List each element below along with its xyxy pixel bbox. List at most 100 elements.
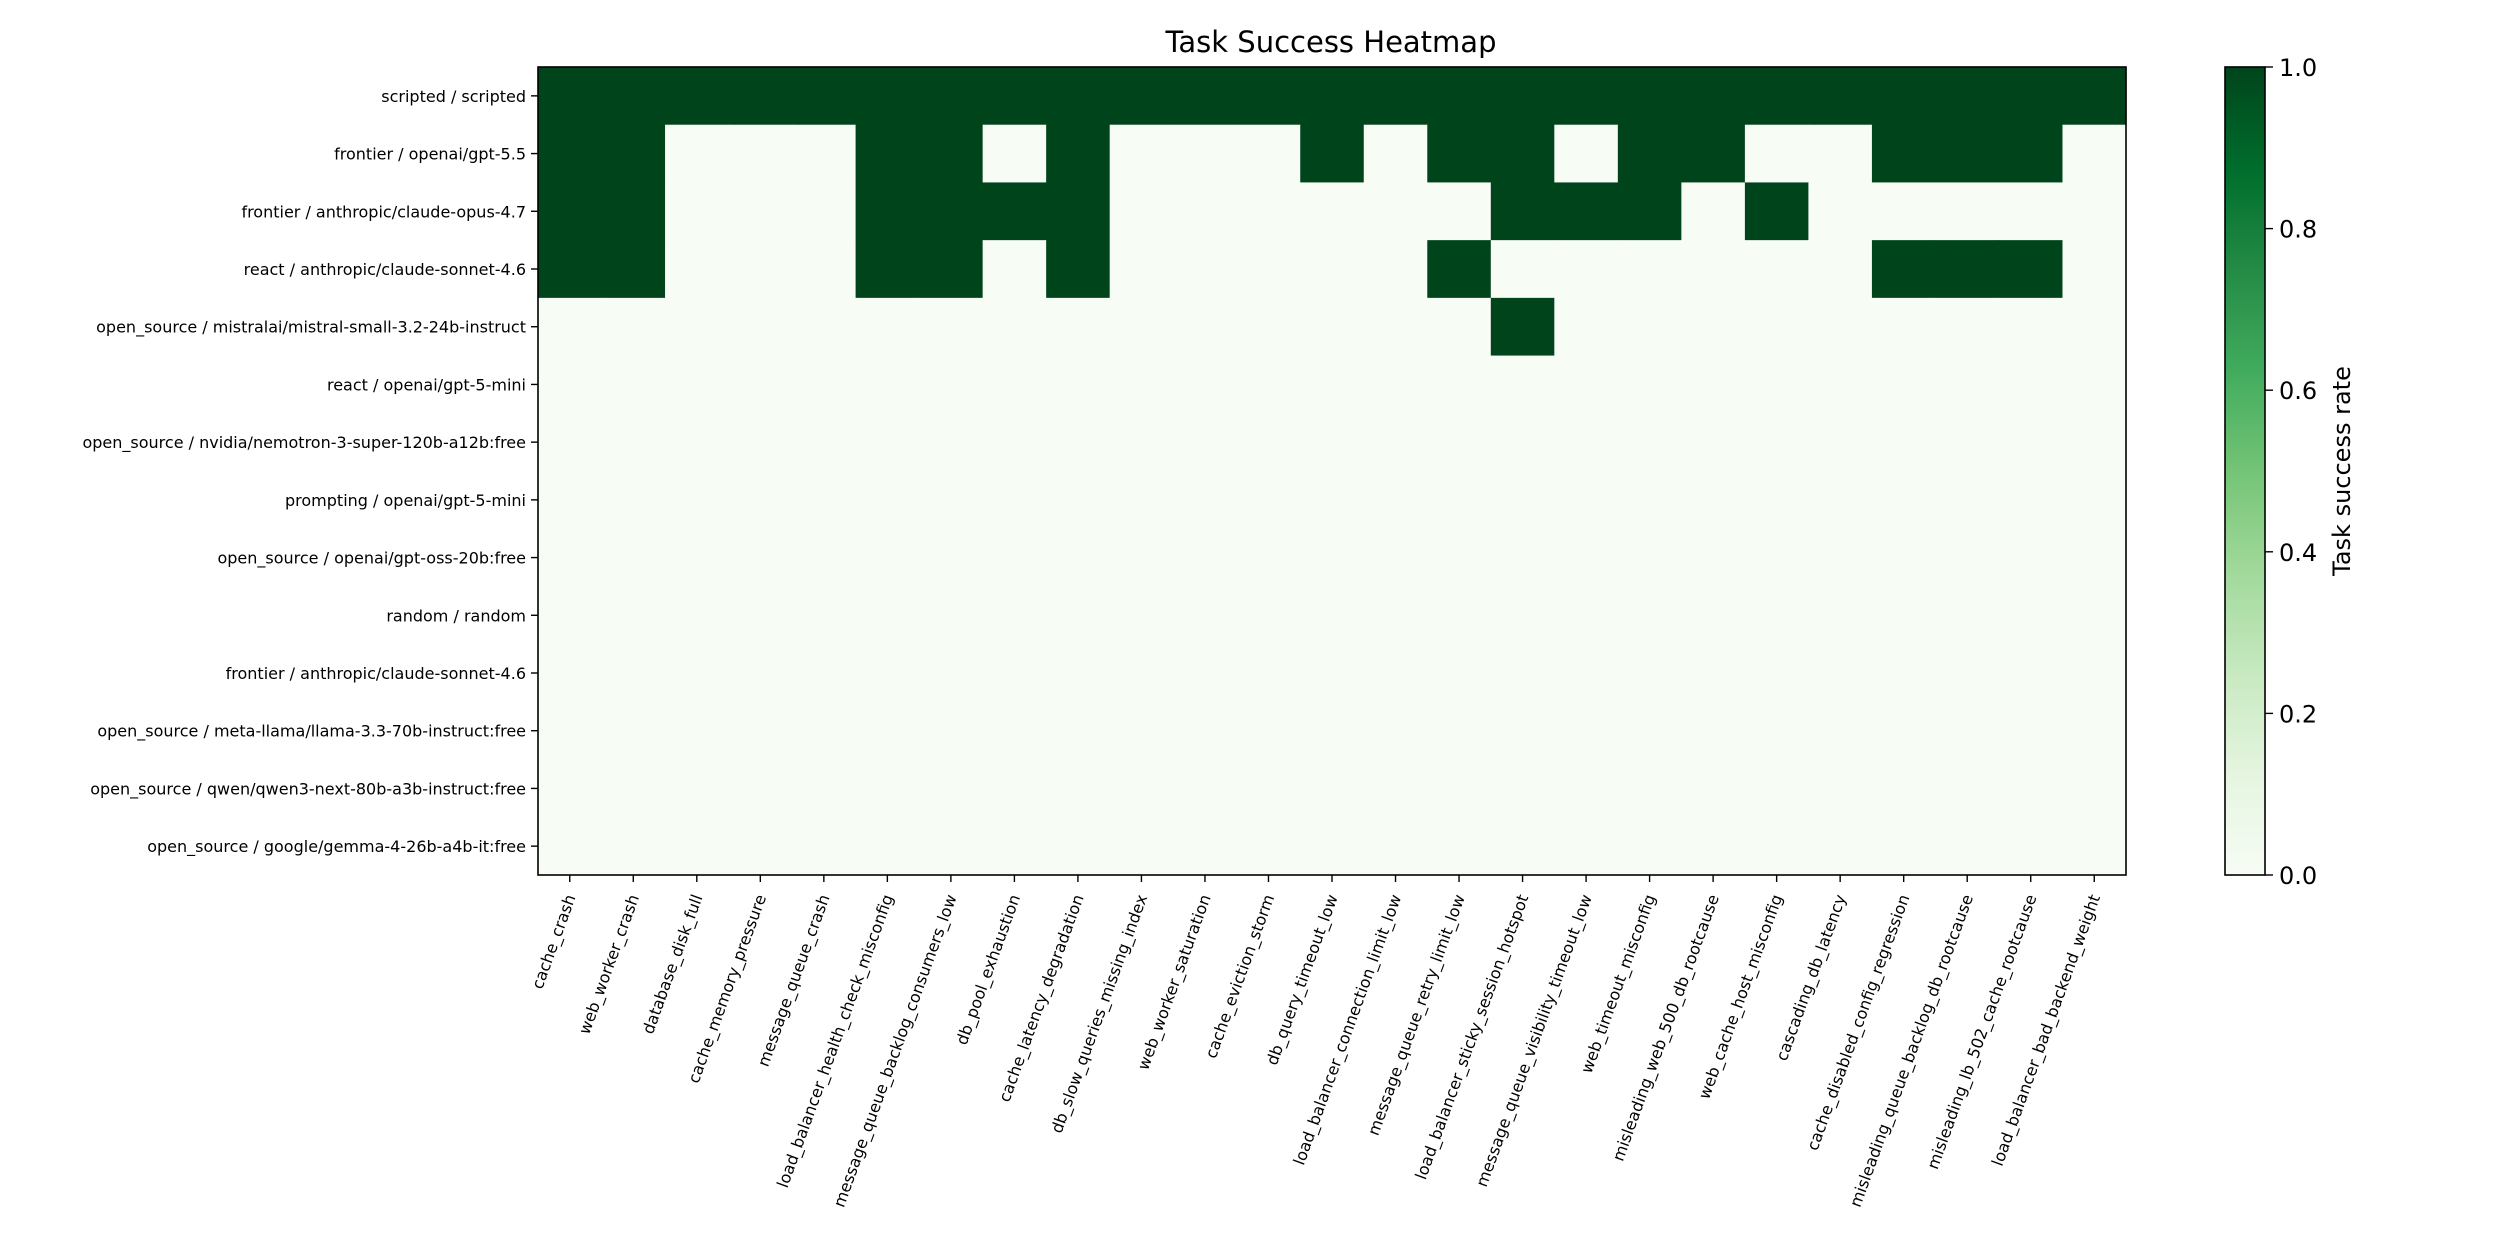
heatmap-cell [538, 124, 603, 184]
heatmap-cell [1998, 701, 2064, 761]
heatmap-cell [538, 586, 603, 645]
heatmap-cell [728, 644, 793, 703]
heatmap-cell [538, 528, 603, 588]
heatmap-cell [1363, 528, 1428, 588]
heatmap-cell [1617, 182, 1682, 241]
heatmap-cell [1490, 817, 1555, 876]
heatmap-cell [1554, 124, 1619, 184]
heatmap-cell [1173, 240, 1238, 299]
heatmap-cell [855, 124, 920, 184]
heatmap-cell [1300, 817, 1365, 876]
heatmap-cell [728, 701, 793, 761]
heatmap-cell [1109, 528, 1174, 588]
column-label: load_balancer_health_check_misconfig [773, 892, 898, 1191]
heatmap-cell [1427, 644, 1492, 703]
heatmap-cell [1998, 471, 2064, 530]
colorbar-tick-label: 1.0 [2279, 54, 2317, 82]
heatmap-cell [1427, 701, 1492, 761]
heatmap-cell [601, 644, 666, 703]
heatmap-cell [1617, 471, 1682, 530]
heatmap-cell [1236, 759, 1301, 818]
heatmap-cell [1744, 355, 1809, 414]
heatmap-cell [1554, 701, 1619, 761]
heatmap-cell [1617, 67, 1682, 126]
heatmap-cell [1300, 124, 1365, 184]
heatmap-cell [1935, 240, 2000, 299]
heatmap-cell [1173, 817, 1238, 876]
heatmap-cell [1871, 759, 1937, 818]
heatmap-cell [1617, 413, 1682, 472]
heatmap-cell [1490, 355, 1555, 414]
heatmap-cell [855, 413, 920, 472]
column-label: message_queue_visibility_timeout_low [1472, 892, 1597, 1190]
heatmap-cell [1236, 124, 1301, 184]
chart-title: Task Success Heatmap [1165, 25, 1497, 59]
column-label: load_balancer_connection_limit_low [1289, 892, 1406, 1168]
heatmap-cell [792, 355, 857, 414]
heatmap-cell [1173, 586, 1238, 645]
heatmap-cell [728, 817, 793, 876]
heatmap-cell [2062, 182, 2127, 241]
heatmap-cell [1681, 124, 1746, 184]
heatmap-cell [1173, 413, 1238, 472]
heatmap-cell [1681, 701, 1746, 761]
heatmap-cell [1427, 124, 1492, 184]
heatmap-cell [1427, 817, 1492, 876]
heatmap-cell [728, 586, 793, 645]
heatmap-cell [1490, 528, 1555, 588]
heatmap-cell [1236, 528, 1301, 588]
heatmap-cell [1808, 413, 1873, 472]
heatmap-cell [728, 528, 793, 588]
heatmap-cell [982, 471, 1047, 530]
heatmap-cell [1300, 471, 1365, 530]
heatmap-cell [1935, 759, 2000, 818]
colorbar-tick-label: 0.4 [2279, 539, 2317, 567]
heatmap-cell [2062, 586, 2127, 645]
heatmap-cell [1046, 124, 1111, 184]
heatmap-cell [792, 182, 857, 241]
heatmap-cell [1236, 817, 1301, 876]
heatmap-cell [1363, 355, 1428, 414]
heatmap-cell [919, 701, 984, 761]
heatmap-cell [538, 413, 603, 472]
heatmap-cell [919, 759, 984, 818]
heatmap-cell [1427, 182, 1492, 241]
heatmap-cell [919, 355, 984, 414]
heatmap-cell [1490, 471, 1555, 530]
colorbar-tick-label: 0.0 [2279, 862, 2317, 890]
heatmap-cell [665, 586, 730, 645]
heatmap-cell [1935, 817, 2000, 876]
colorbar-label: Task success rate [2328, 366, 2356, 577]
heatmap-cell [855, 817, 920, 876]
heatmap-cell [1998, 297, 2064, 357]
heatmap-cell [601, 528, 666, 588]
heatmap-cell [1046, 297, 1111, 357]
heatmap-cell [919, 413, 984, 472]
heatmap-cell [538, 644, 603, 703]
heatmap-cell [1871, 586, 1937, 645]
row-label: prompting / openai/gpt-5-mini [285, 491, 526, 510]
heatmap-cell [1300, 67, 1365, 126]
heatmap-cell [1617, 297, 1682, 357]
heatmap-cell [1427, 471, 1492, 530]
heatmap-cell [1871, 471, 1937, 530]
heatmap-cell [2062, 701, 2127, 761]
heatmap-cell [792, 528, 857, 588]
heatmap-cell [1808, 124, 1873, 184]
heatmap-cell [1935, 586, 2000, 645]
heatmap-cell [1744, 701, 1809, 761]
heatmap-cell [1617, 701, 1682, 761]
heatmap-cell [982, 67, 1047, 126]
heatmap-cell [1808, 471, 1873, 530]
heatmap-cell [1046, 644, 1111, 703]
heatmap-cell [665, 817, 730, 876]
column-labels: cache_crashweb_worker_crashdatabase_disk… [528, 875, 2105, 1210]
heatmap-cell [792, 124, 857, 184]
heatmap-cell [1998, 240, 2064, 299]
row-label: frontier / openai/gpt-5.5 [334, 145, 526, 164]
heatmap-cell [1109, 759, 1174, 818]
heatmap-cell [1681, 644, 1746, 703]
heatmap-cell [1300, 528, 1365, 588]
heatmap-cell [1998, 182, 2064, 241]
heatmap-cell [1363, 67, 1428, 126]
